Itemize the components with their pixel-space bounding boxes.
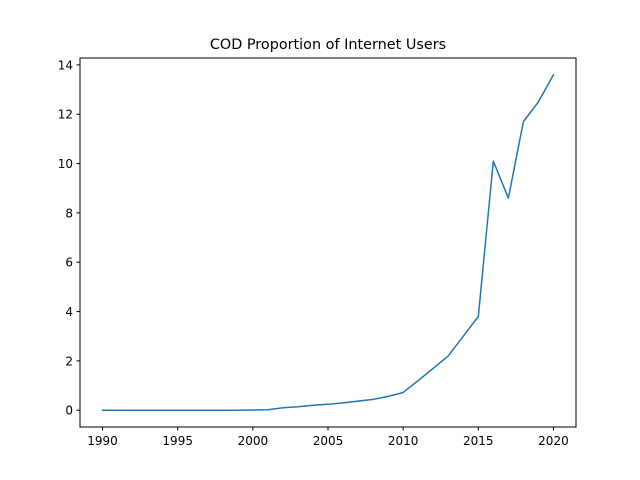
- x-tick-label: 2015: [463, 434, 494, 448]
- y-tick-label: 8: [65, 206, 73, 220]
- x-tick-label: 1995: [162, 434, 193, 448]
- axis-ticks: 1990 1995 2000 2005 2010 2015 2020 0 2 4 6 8 10 12 14: [58, 58, 569, 448]
- x-tick-label: 1990: [87, 434, 118, 448]
- x-tick-label: 2020: [538, 434, 569, 448]
- series-layer: [101, 73, 555, 411]
- y-tick-label: 14: [58, 58, 73, 72]
- chart-title: COD Proportion of Internet Users: [210, 37, 446, 53]
- y-tick-label: 6: [65, 256, 73, 270]
- y-tick-label: 0: [65, 404, 73, 418]
- x-tick-label: 2005: [313, 434, 344, 448]
- y-tick-label: 10: [58, 157, 73, 171]
- y-tick-label: 4: [65, 305, 73, 319]
- series-line-0: [101, 73, 555, 411]
- plot-area-frame: [79, 57, 577, 428]
- x-tick-label: 2000: [238, 434, 269, 448]
- y-tick-label: 12: [58, 108, 73, 122]
- y-tick-label: 2: [65, 354, 73, 368]
- x-tick-label: 2010: [388, 434, 419, 448]
